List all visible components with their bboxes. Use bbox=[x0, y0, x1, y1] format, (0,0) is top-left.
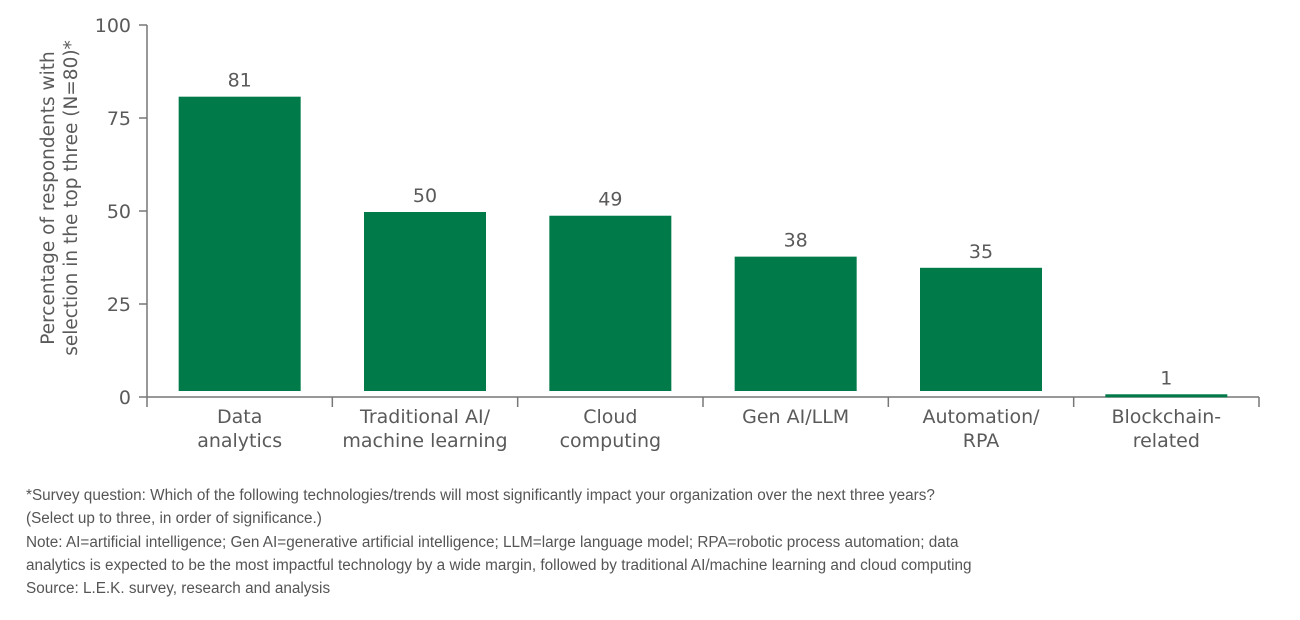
x-tick-label: Blockchain- bbox=[1111, 406, 1221, 428]
y-tick-label: 75 bbox=[107, 108, 131, 130]
y-tick-label: 0 bbox=[119, 387, 131, 409]
y-axis-label: Percentage of respondents with selection … bbox=[38, 40, 82, 356]
x-tick-label: RPA bbox=[963, 430, 999, 452]
abbreviation-note-continued: analytics is expected to be the most imp… bbox=[26, 556, 972, 574]
x-tick-label: analytics bbox=[197, 430, 282, 452]
survey-question-note-continued: (Select up to three, in order of signifi… bbox=[26, 510, 322, 528]
bar bbox=[549, 215, 672, 391]
y-tick-label: 50 bbox=[107, 201, 131, 223]
y-axis-label-line: Percentage of respondents with bbox=[38, 51, 59, 345]
abbreviation-note: Note: AI=artificial intelligence; Gen AI… bbox=[26, 533, 959, 551]
y-axis-label-line: selection in the top three (N=80)* bbox=[61, 40, 82, 356]
x-tick-label: Traditional AI/ bbox=[359, 406, 491, 428]
data-label: 35 bbox=[969, 241, 993, 263]
data-label: 38 bbox=[784, 230, 808, 252]
bar bbox=[364, 212, 486, 391]
bar bbox=[920, 267, 1042, 391]
x-tick-label: Gen AI/LLM bbox=[742, 406, 849, 428]
x-tick-label: Cloud bbox=[583, 406, 637, 428]
data-label: 81 bbox=[228, 70, 252, 92]
y-tick-label: 100 bbox=[95, 15, 131, 37]
footnotes: *Survey question: Which of the following… bbox=[26, 484, 1296, 600]
data-label: 50 bbox=[413, 185, 437, 207]
survey-question-note: *Survey question: Which of the following… bbox=[26, 487, 935, 504]
x-tick-label: machine learning bbox=[342, 430, 507, 452]
bar bbox=[178, 96, 301, 392]
bar bbox=[734, 256, 857, 391]
x-tick-label: related bbox=[1133, 430, 1200, 452]
source-note: Source: L.E.K. survey, research and anal… bbox=[26, 580, 331, 598]
bar bbox=[1105, 394, 1228, 398]
x-tick-label: computing bbox=[560, 430, 662, 452]
bar-chart: 0 25 50 75 100 Percentage of respondents with… bbox=[38, 15, 1260, 452]
data-label: 1 bbox=[1160, 367, 1172, 389]
x-tick-label: Automation/ bbox=[922, 406, 1040, 428]
data-label: 49 bbox=[598, 189, 622, 211]
y-tick-label: 25 bbox=[107, 294, 131, 316]
x-tick-label: Data bbox=[217, 406, 262, 428]
